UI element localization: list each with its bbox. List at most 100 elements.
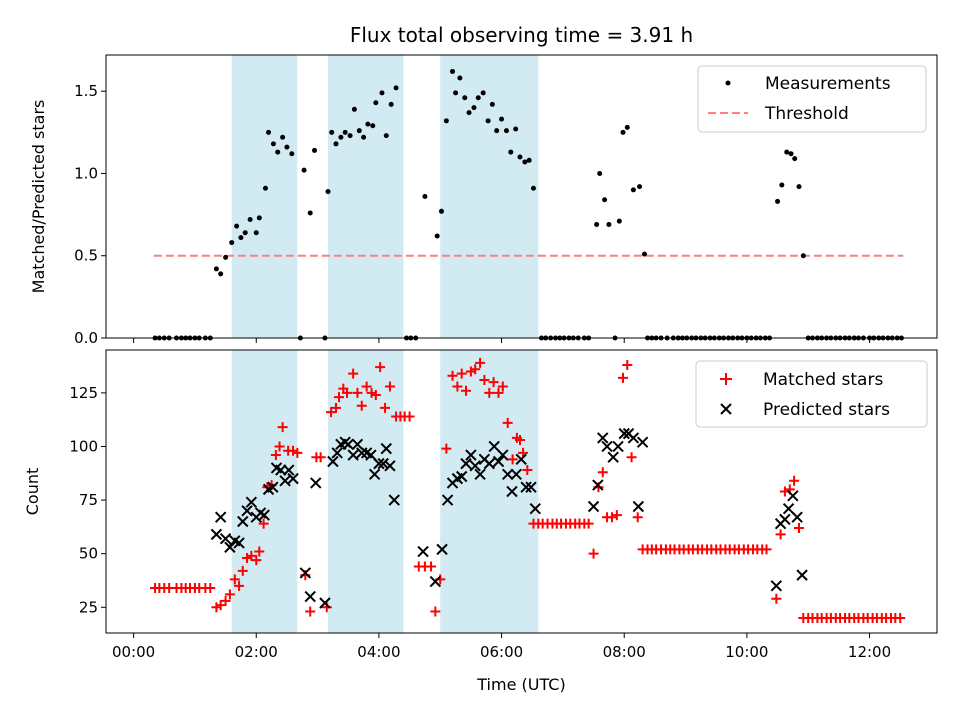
predicted-star-point <box>342 438 354 451</box>
predicted-star-point <box>632 500 645 513</box>
measurement-point <box>499 116 505 122</box>
y-tick-label: 50 <box>79 545 98 563</box>
measurement-point <box>630 187 636 193</box>
y-tick-label: 100 <box>69 437 98 455</box>
matched-star-point <box>342 387 353 398</box>
predicted-star-point <box>483 457 496 470</box>
measurement-point <box>494 128 500 134</box>
predicted-star-point <box>429 575 442 588</box>
matched-star-point <box>305 606 316 617</box>
legend-measurements-label: Measurements <box>765 74 891 94</box>
matched-star-point <box>254 546 265 557</box>
matched-star-point <box>237 565 248 576</box>
predicted-star-point <box>460 457 472 470</box>
matched-star-point <box>583 518 594 529</box>
matched-star-point <box>771 593 782 604</box>
bottom-legend: Matched stars Predicted stars <box>695 360 928 428</box>
measurement-point <box>213 266 219 272</box>
measurement-point <box>606 221 612 227</box>
chart-title: Flux total observing time = 3.91 h <box>350 23 693 47</box>
predicted-star-point <box>455 470 468 483</box>
predicted-star-point <box>441 494 454 506</box>
top-plot-frame <box>105 54 938 339</box>
matched-star-point <box>375 362 386 373</box>
predicted-star-point <box>770 580 783 592</box>
matched-star-point <box>356 400 367 411</box>
bottom-points-layer <box>150 357 906 623</box>
predicted-star-point <box>465 449 477 461</box>
matched-star-point <box>220 595 231 606</box>
predicted-star-point <box>279 475 291 487</box>
bottom-y-axis-label: Count <box>23 468 42 516</box>
legend-predicted-label: Predicted stars <box>763 400 890 420</box>
top-legend: Measurements Threshold <box>697 65 927 133</box>
legend-predicted-marker <box>720 403 732 415</box>
measurement-point <box>301 167 307 173</box>
matched-star-point <box>514 435 525 446</box>
matched-star-point <box>430 606 441 617</box>
predicted-star-point <box>612 440 624 453</box>
measurement-point <box>351 106 357 112</box>
measurement-point <box>800 253 806 259</box>
legend-measurement-marker <box>725 80 731 86</box>
measurement-point <box>450 68 456 74</box>
predicted-star-point <box>787 490 799 502</box>
measurement-point <box>312 147 318 153</box>
matched-star-point <box>441 443 452 454</box>
measurement-point <box>338 134 344 140</box>
legend-matched-label: Matched stars <box>763 370 883 390</box>
matched-star-point <box>348 368 359 379</box>
measurement-point <box>792 156 798 162</box>
measurement-point <box>485 118 491 124</box>
predicted-star-point <box>237 515 249 528</box>
predicted-star-point <box>319 597 331 609</box>
matched-star-point <box>606 512 617 523</box>
predicted-star-point <box>356 447 368 459</box>
matched-star-point <box>794 522 805 533</box>
predicted-star-point <box>587 500 600 513</box>
predicted-star-point <box>304 590 316 603</box>
bottom-legend-box <box>695 360 928 428</box>
matched-star-point <box>334 392 345 403</box>
matched-star-point <box>597 467 608 478</box>
predicted-star-point <box>618 427 630 440</box>
measurement-point <box>256 215 262 221</box>
measurement-point <box>275 149 281 155</box>
predicted-star-point <box>267 481 279 493</box>
predicted-star-point <box>347 449 359 461</box>
matched-star-point <box>493 387 504 398</box>
legend-matched-marker <box>720 373 732 385</box>
observing-band <box>328 55 404 338</box>
predicted-star-point <box>607 451 619 463</box>
matched-star-point <box>507 454 518 465</box>
measurement-point <box>453 90 459 96</box>
measurement-point <box>356 128 362 134</box>
measurement-point <box>242 230 248 236</box>
legend-threshold-label: Threshold <box>764 104 849 124</box>
y-tick-label: 25 <box>79 598 98 616</box>
matched-star-point <box>384 381 395 392</box>
predicted-star-point <box>331 447 343 459</box>
matched-star-point <box>479 375 490 386</box>
bottom-plot-frame <box>105 349 938 634</box>
matched-star-point <box>895 612 906 623</box>
predicted-star-point <box>219 532 232 545</box>
matched-star-point <box>775 529 786 540</box>
matched-star-point <box>292 447 303 458</box>
matched-star-point <box>404 411 415 422</box>
predicted-star-point <box>210 528 223 541</box>
predicted-star-point <box>469 460 481 472</box>
matched-star-point <box>270 450 281 461</box>
measurement-point <box>280 134 286 140</box>
predicted-star-point <box>782 502 795 515</box>
predicted-star-point <box>327 455 339 468</box>
measurement-point <box>775 198 781 204</box>
y-tick-label: 125 <box>69 384 98 402</box>
measurement-point <box>223 254 229 260</box>
measurement-point <box>471 105 477 111</box>
predicted-star-point <box>373 457 385 470</box>
bottom-ticks-layer: 25 50 75 100 125 00:00 02:00 04:00 06:00 08:00 10:… <box>69 384 891 661</box>
matched-star-point <box>370 390 381 401</box>
predicted-star-point <box>779 513 791 526</box>
